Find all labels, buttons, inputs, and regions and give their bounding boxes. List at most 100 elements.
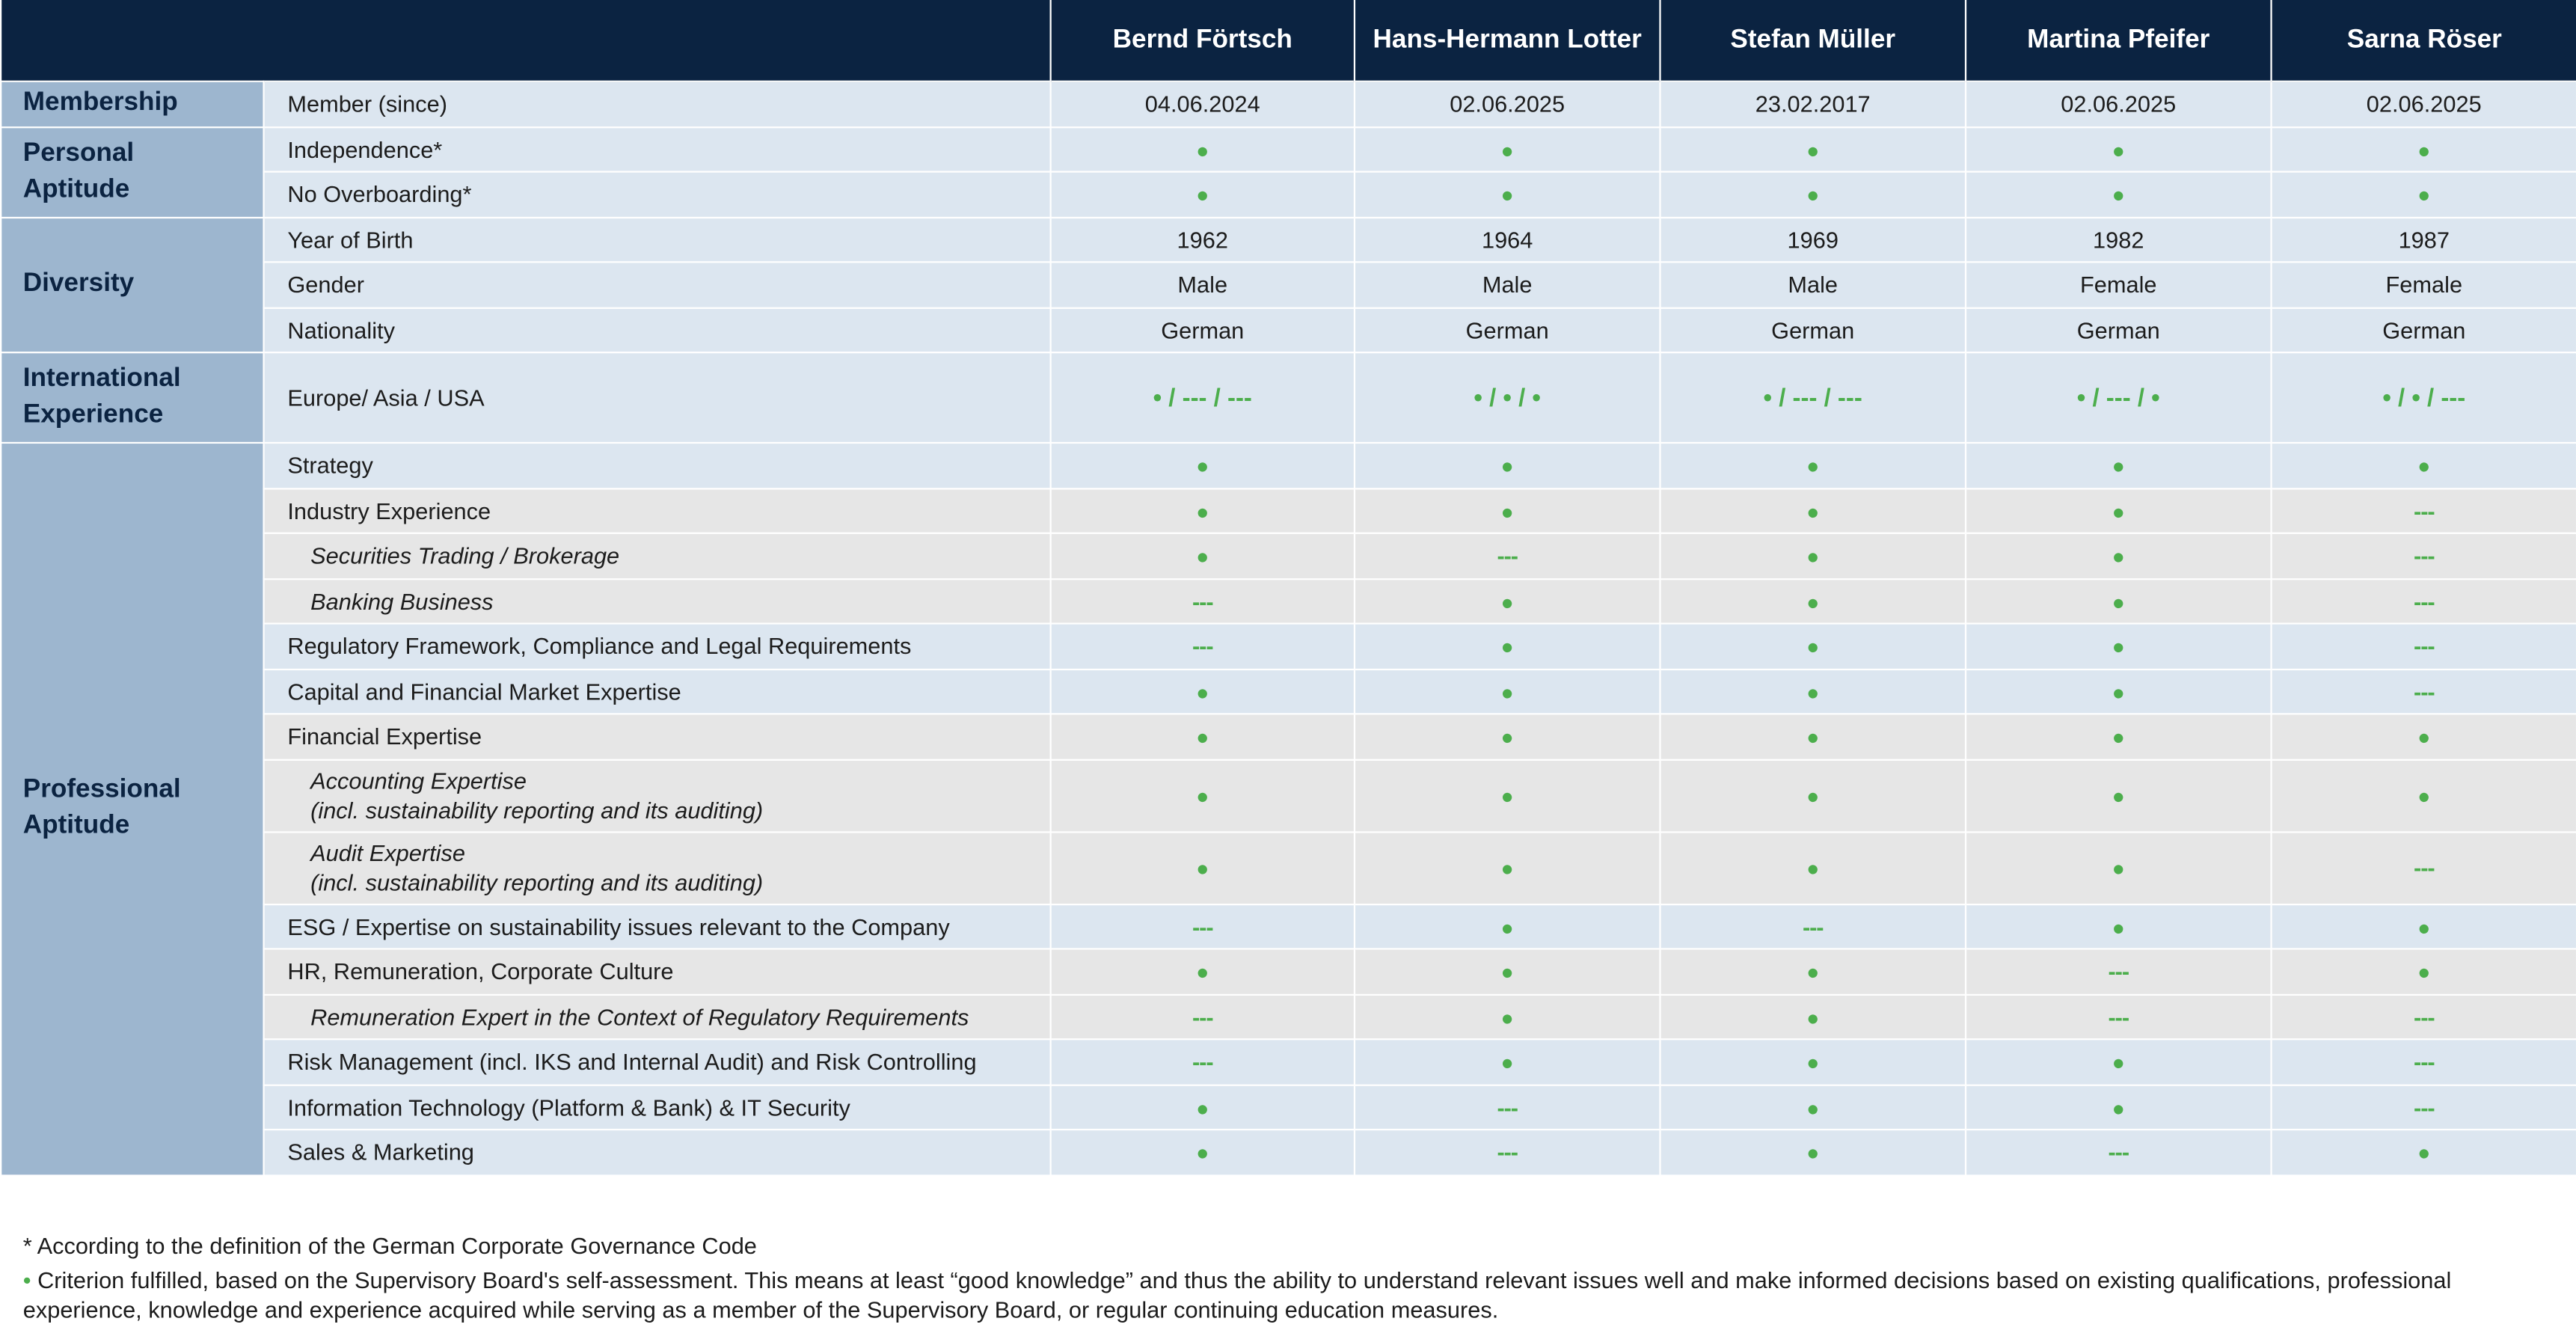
cell-text: 23.02.2017 (1755, 91, 1871, 117)
table-body: Membership Member (since) 04.06.2024 02.06.… (0, 80, 2576, 1176)
value-cell: --- (1049, 993, 1356, 1041)
value-cell: ● (1659, 487, 1967, 534)
value-cell: ● (1049, 532, 1356, 580)
value-cell: --- (2270, 532, 2576, 580)
row-label: Audit Expertise (incl. sustainability re… (263, 830, 1052, 905)
value-cell: Male (1353, 261, 1661, 308)
footnote-text: * According to the definition of the Ger… (22, 1232, 757, 1259)
criterion-mark: ● (1806, 1005, 1820, 1030)
value-cell: --- (1659, 902, 1967, 950)
value-cell: ● (1964, 830, 2272, 905)
row-label: No Overboarding* (263, 171, 1052, 218)
value-cell: ● (1353, 993, 1661, 1041)
matrix-row: Information Technology (Platform & Bank)… (1, 1083, 2576, 1131)
row-label: Remuneration Expert in the Context of Re… (263, 993, 1052, 1041)
criterion-mark: ● (1196, 137, 1209, 162)
criterion-mark: ● (1500, 183, 1514, 208)
table-header: Bernd Förtsch Hans-Hermann Lotter Stefan M… (1, 0, 2576, 82)
value-cell: ● (1964, 487, 2272, 534)
group-label: Personal Aptitude (22, 138, 135, 203)
value-cell: ● (2270, 713, 2576, 760)
criterion-mark: ● (2112, 1050, 2125, 1075)
criterion-mark: ● (2417, 914, 2431, 940)
criterion-mark: ● (1196, 679, 1209, 705)
matrix-row: Nationality German German German German Germa… (1, 306, 2576, 354)
value-cell: --- (2270, 577, 2576, 625)
criterion-mark: --- (1192, 633, 1214, 660)
group-cell: Personal Aptitude (0, 126, 265, 218)
criterion-mark: ● (1196, 725, 1209, 750)
value-cell: --- (1353, 1128, 1661, 1176)
value-cell: German (1049, 306, 1356, 354)
value-cell: ● (1964, 1038, 2272, 1085)
value-cell: German (1659, 306, 1967, 354)
criterion-mark: ● (1196, 499, 1209, 524)
criterion-mark: --- (2414, 1048, 2435, 1075)
value-cell: ● (1353, 577, 1661, 625)
value-cell: ● (1659, 993, 1967, 1041)
cell-text: 1987 (2398, 226, 2450, 253)
criterion-mark: ● (1806, 960, 1820, 985)
matrix-row: Professional Aptitude Strategy ● ● ● ● ● (0, 441, 2576, 1176)
cell-text: 04.06.2024 (1144, 91, 1260, 117)
value-cell: --- (2270, 622, 2576, 670)
criterion-mark: ● (1806, 725, 1820, 750)
value-cell: ● (1049, 487, 1356, 534)
criterion-mark: ● (2112, 453, 2125, 479)
criterion-mark: ● (2417, 183, 2431, 208)
value-cell: ● (1659, 171, 1967, 218)
row-label: Gender (263, 261, 1052, 308)
value-cell: Female (2270, 261, 2576, 308)
value-cell: ● (1353, 171, 1661, 218)
group-label: Membership (22, 89, 178, 117)
row-label: Information Technology (Platform & Bank)… (263, 1083, 1052, 1131)
value-cell: ● (2270, 902, 2576, 950)
row-label: HR, Remuneration, Corporate Culture (263, 948, 1052, 995)
matrix-row: Membership Member (since) 04.06.2024 02.06.… (0, 80, 2576, 128)
value-cell: ● (1964, 667, 2272, 715)
matrix-row: Risk Management (incl. IKS and Internal … (1, 1038, 2576, 1085)
criterion-mark: ● (1196, 856, 1209, 881)
criterion-mark: --- (2414, 854, 2435, 881)
value-cell: ● (1659, 758, 1967, 833)
criterion-mark: ● (2417, 1140, 2431, 1165)
cell-text: 02.06.2025 (2366, 91, 2482, 117)
footnotes: * According to the definition of the Ger… (23, 1231, 2536, 1329)
criterion-mark: ● (1500, 960, 1514, 985)
value-cell: --- (1964, 948, 2272, 995)
value-cell: German (1353, 306, 1661, 354)
value-cell: --- (1353, 532, 1661, 580)
value-cell: ● (1659, 622, 1967, 670)
value-cell: • / --- / • (1964, 352, 2272, 444)
criterion-mark: --- (1497, 542, 1518, 569)
matrix-row: Personal Aptitude Independence* ● ● ● ● ● (0, 126, 2576, 218)
value-cell: ● (1049, 713, 1356, 760)
value-cell: ● (2270, 1128, 2576, 1176)
group-cell: Professional Aptitude (0, 441, 265, 1176)
criterion-mark: ● (2112, 1095, 2125, 1121)
criterion-mark: ● (1806, 634, 1820, 660)
criterion-mark: ● (2112, 499, 2125, 524)
criterion-mark: --- (2108, 1139, 2130, 1165)
matrix-row: Industry Experience ● ● ● ● --- (1, 487, 2576, 534)
criterion-mark: --- (2414, 542, 2435, 569)
value-cell: • / --- / --- (1659, 352, 1967, 444)
value-cell: ● (1049, 1128, 1356, 1176)
header-row: Bernd Förtsch Hans-Hermann Lotter Stefan M… (1, 0, 2576, 82)
value-cell: • / --- / --- (1049, 352, 1356, 444)
row-label: Risk Management (incl. IKS and Internal … (263, 1038, 1052, 1085)
footnote: * According to the definition of the Ger… (23, 1231, 2536, 1260)
value-cell: 02.06.2025 (2270, 80, 2576, 128)
criterion-mark: ● (1806, 1095, 1820, 1121)
value-cell: ● (1353, 487, 1661, 534)
criterion-mark: --- (2414, 587, 2435, 614)
value-cell: • / • / --- (2270, 352, 2576, 444)
criterion-mark: --- (2414, 1094, 2435, 1121)
cell-text: 1982 (2093, 226, 2144, 253)
criterion-mark: ● (1806, 679, 1820, 705)
group-label: Diversity (22, 269, 135, 298)
criterion-mark: --- (1192, 1003, 1214, 1030)
value-cell: ● (1964, 532, 2272, 580)
matrix-row: Remuneration Expert in the Context of Re… (1, 993, 2576, 1041)
